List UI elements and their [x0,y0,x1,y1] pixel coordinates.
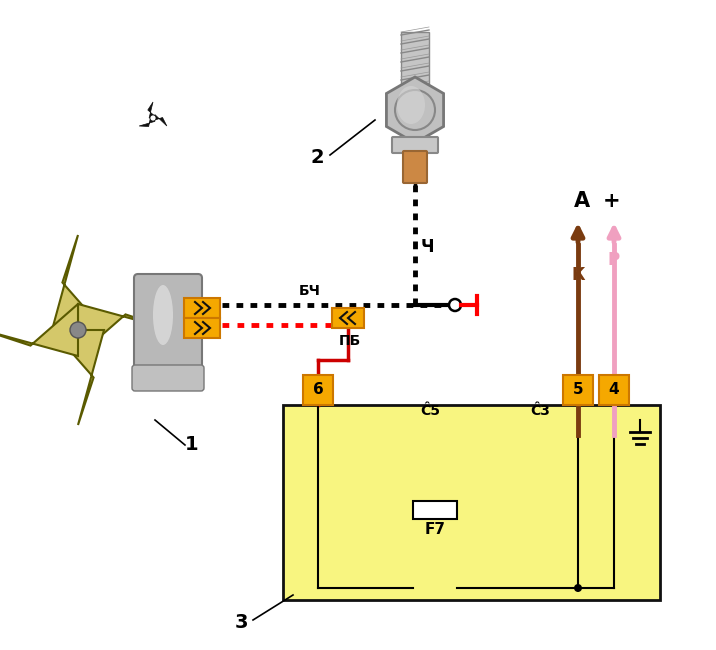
Text: 5: 5 [573,382,584,398]
Ellipse shape [397,86,425,124]
Text: Ĉ3: Ĉ3 [530,404,550,418]
FancyBboxPatch shape [184,298,220,318]
Bar [401,32,429,117]
FancyBboxPatch shape [403,151,427,183]
Text: 6: 6 [313,382,324,398]
FancyBboxPatch shape [599,375,629,405]
Polygon shape [78,304,173,356]
Text: Р: Р [608,251,620,269]
Polygon shape [139,114,155,127]
Text: 2: 2 [310,148,324,167]
FancyBboxPatch shape [332,308,364,328]
Text: 3: 3 [234,613,248,632]
Polygon shape [52,235,104,330]
Circle shape [70,322,86,338]
Ellipse shape [153,285,173,345]
Text: БЧ: БЧ [299,284,321,298]
Circle shape [150,115,156,121]
FancyBboxPatch shape [134,274,202,386]
Text: 1: 1 [185,435,199,454]
Text: +: + [603,191,621,211]
Circle shape [449,299,461,311]
Polygon shape [387,77,444,143]
Text: К: К [571,266,585,284]
Text: 4: 4 [609,382,619,398]
Bar [413,501,457,519]
Polygon shape [151,114,167,126]
Polygon shape [52,330,104,425]
Text: Ĉ5: Ĉ5 [420,404,440,418]
FancyBboxPatch shape [132,365,204,391]
Text: Ч: Ч [420,238,434,256]
FancyBboxPatch shape [283,405,660,600]
FancyBboxPatch shape [563,375,593,405]
Text: А: А [574,191,590,211]
Polygon shape [0,304,78,356]
Text: ПБ: ПБ [339,334,361,348]
Circle shape [574,584,582,592]
FancyBboxPatch shape [303,375,333,405]
FancyBboxPatch shape [184,318,220,338]
FancyBboxPatch shape [392,137,438,153]
Polygon shape [147,102,157,118]
Text: F7: F7 [425,523,445,538]
